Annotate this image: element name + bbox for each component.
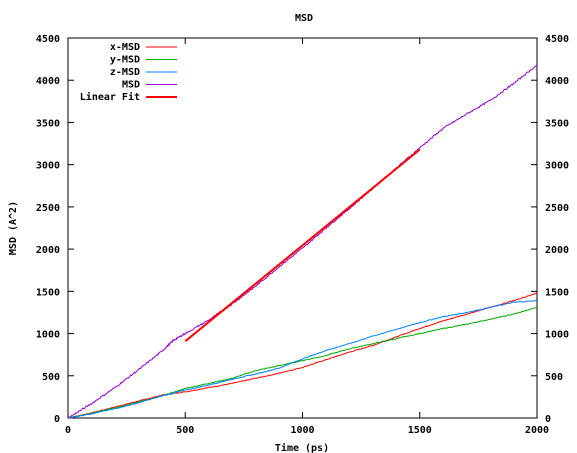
- y2-tick-label: 2500: [545, 203, 569, 214]
- legend-label-linear-fit: Linear Fit: [80, 91, 140, 103]
- y2-tick-label: 4500: [545, 34, 569, 45]
- series-line-z-msd: [67, 299, 538, 419]
- y-axis-label: MSD (A^2): [8, 201, 19, 255]
- y-tick-label: 4000: [36, 76, 60, 87]
- x-axis-label: Time (ps): [275, 442, 329, 453]
- series-line-msd: [67, 64, 538, 419]
- y2-tick-label: 3000: [545, 161, 569, 172]
- y2-tick-label: 4000: [545, 76, 569, 87]
- series-layer: [67, 64, 538, 419]
- y-tick-label: 3000: [36, 161, 60, 172]
- series-line-linear-fit: [184, 148, 421, 342]
- y2-tick-label: 2000: [545, 245, 569, 256]
- y2-tick-label: 0: [545, 414, 551, 425]
- legend-label-z-msd: z-MSD: [110, 67, 140, 78]
- y-tick-label: 2500: [36, 203, 60, 214]
- series-line-x-msd: [67, 292, 538, 419]
- x-tick-label: 500: [176, 425, 194, 436]
- y2-tick-label: 3500: [545, 118, 569, 129]
- series-line-y-msd: [67, 306, 538, 419]
- chart-title: MSD: [295, 13, 313, 24]
- x-tick-label: 2000: [525, 425, 549, 436]
- y-tick-label: 2000: [36, 245, 60, 256]
- y-tick-label: 4500: [36, 34, 60, 45]
- y2-tick-label: 1000: [545, 330, 569, 341]
- y2-tick-label: 500: [545, 372, 563, 383]
- x-tick-label: 1000: [290, 425, 314, 436]
- legend-label-msd: MSD: [122, 80, 140, 91]
- legend-label-x-msd: x-MSD: [110, 42, 140, 53]
- x-tick-label: 1500: [408, 425, 432, 436]
- x-tick-label: 0: [65, 425, 71, 436]
- y-tick-label: 500: [42, 372, 60, 383]
- y-tick-label: 1000: [36, 330, 60, 341]
- y-tick-label: 0: [54, 414, 60, 425]
- y-tick-label: 3500: [36, 118, 60, 129]
- y2-tick-label: 1500: [545, 287, 569, 298]
- y-tick-label: 1500: [36, 287, 60, 298]
- legend-label-y-msd: y-MSD: [110, 55, 140, 66]
